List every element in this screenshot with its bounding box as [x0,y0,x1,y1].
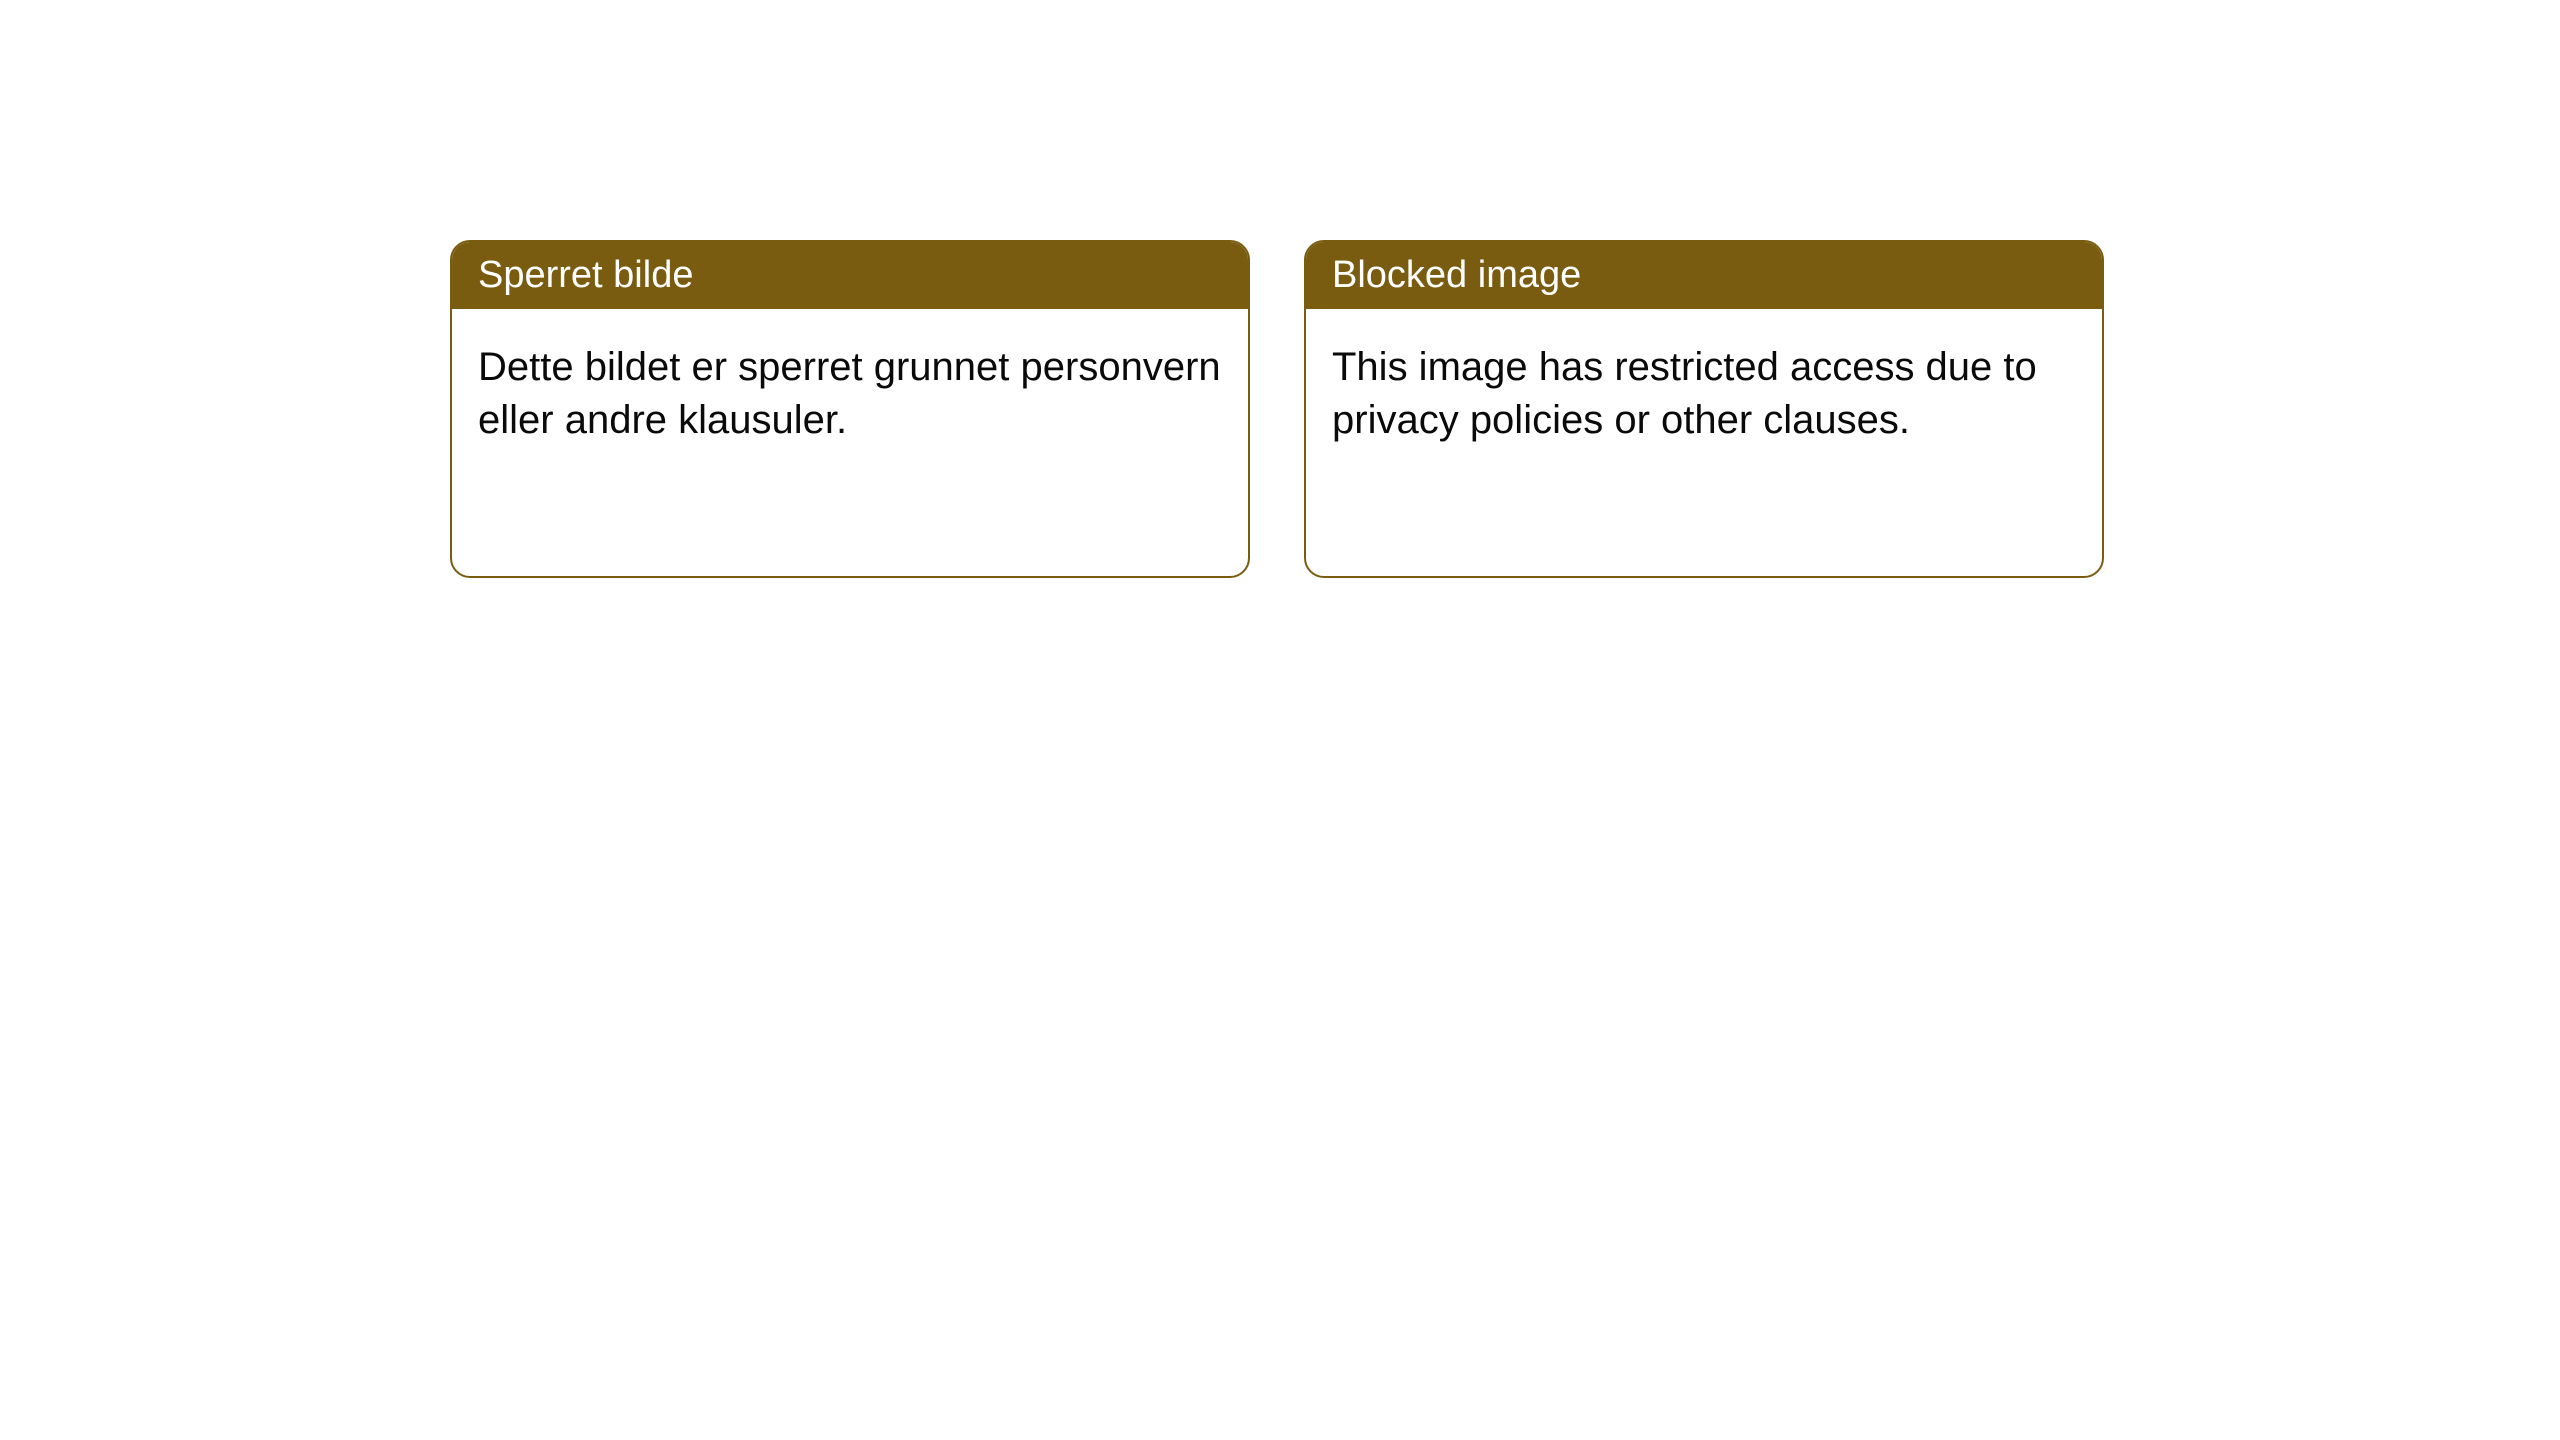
card-body: Dette bildet er sperret grunnet personve… [452,309,1248,479]
card-header: Sperret bilde [452,242,1248,309]
notice-card-norwegian: Sperret bilde Dette bildet er sperret gr… [450,240,1250,578]
notice-card-english: Blocked image This image has restricted … [1304,240,2104,578]
card-header: Blocked image [1306,242,2102,309]
card-body: This image has restricted access due to … [1306,309,2102,479]
notice-cards-container: Sperret bilde Dette bildet er sperret gr… [450,240,2104,578]
